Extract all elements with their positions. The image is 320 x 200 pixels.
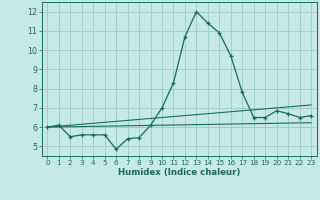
X-axis label: Humidex (Indice chaleur): Humidex (Indice chaleur)	[118, 168, 240, 177]
